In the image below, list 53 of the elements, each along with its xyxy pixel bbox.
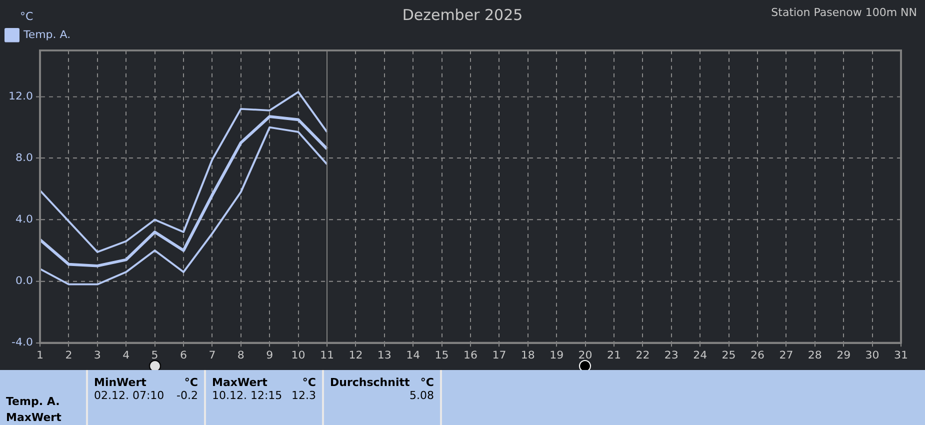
x-tick-label: 28: [808, 348, 822, 362]
y-axis-title: °C: [20, 10, 34, 23]
x-tick-label: 21: [607, 348, 621, 362]
x-tick-label: 10: [291, 348, 306, 362]
x-tick-label: 19: [550, 348, 564, 362]
text: Durchschnitt: [330, 376, 410, 389]
x-tick-label: 30: [865, 348, 880, 362]
x-tick-label: 16: [464, 348, 478, 362]
x-tick-label: 8: [237, 348, 245, 362]
text: °C: [184, 376, 198, 389]
chart-subtitle: Station Pasenow 100m NN: [771, 6, 917, 19]
x-tick-label: 7: [208, 348, 216, 362]
x-tick-label: 29: [836, 348, 851, 362]
y-tick-label: -4.0: [12, 336, 34, 348]
x-tick-label: 14: [406, 348, 420, 362]
x-tick-label: 26: [750, 348, 765, 362]
x-tick-label: 2: [65, 348, 72, 362]
x-tick-label: 9: [266, 348, 274, 362]
chart-title: Dezember 2025: [402, 6, 523, 24]
x-tick-label: 25: [722, 348, 736, 362]
text: 5.08: [410, 389, 434, 402]
x-tick-label: 11: [320, 348, 334, 362]
x-tick-label: 4: [122, 348, 130, 362]
x-tick-label: 22: [636, 348, 650, 362]
x-tick-label: 31: [894, 348, 908, 362]
text: Temp. A.: [6, 394, 61, 410]
text: 12.3: [292, 389, 316, 402]
text: MaxWert: [6, 410, 62, 425]
x-tick-label: 5: [151, 348, 158, 362]
x-tick-label: 24: [693, 348, 708, 362]
x-tick-label: 1: [36, 348, 44, 362]
x-tick-label: 20: [578, 348, 592, 362]
text: MinWert: [94, 376, 146, 389]
text: 10.12. 12:15: [212, 389, 282, 402]
y-tick-label: 0.0: [16, 274, 34, 287]
x-tick-label: 15: [434, 348, 449, 362]
x-tick-label: 27: [779, 348, 794, 362]
x-tick-label: 13: [377, 348, 392, 362]
x-tick-label: 18: [520, 348, 536, 362]
text: MaxWert: [212, 376, 268, 389]
x-tick-label: 17: [492, 348, 506, 362]
text: 02.12. 07:10: [94, 389, 164, 402]
text: -0.2: [176, 389, 198, 402]
x-tick-label: 6: [180, 348, 188, 362]
text: °C: [420, 376, 434, 389]
x-tick-label: 3: [94, 348, 101, 362]
x-tick-label: 12: [348, 348, 363, 362]
y-tick-label: 8.0: [16, 151, 34, 164]
x-tick-label: 23: [664, 348, 678, 362]
y-tick-label: 4.0: [16, 212, 34, 226]
text: °C: [302, 376, 316, 389]
y-tick-label: 12.0: [8, 90, 34, 102]
legend-label: Temp. A.: [22, 28, 71, 41]
